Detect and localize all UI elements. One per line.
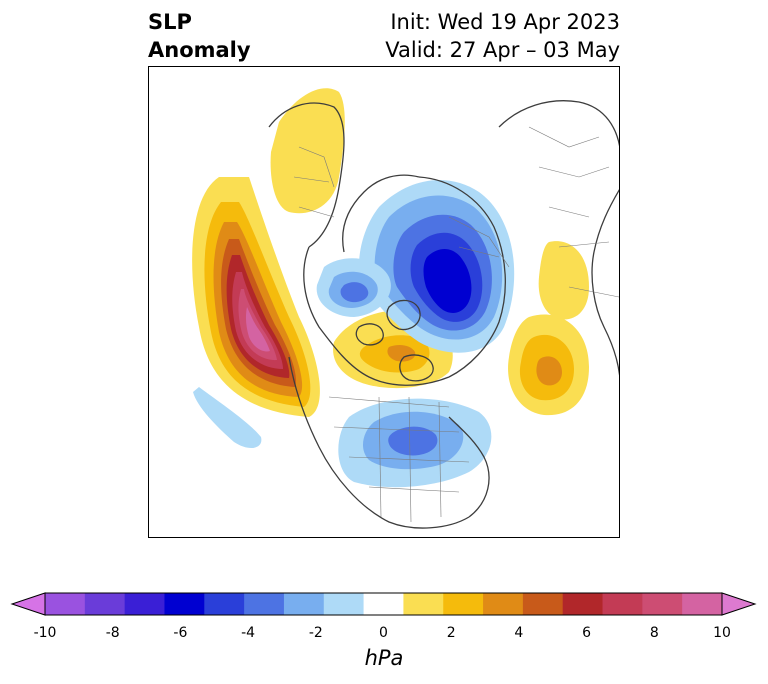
colorbar-segment bbox=[45, 593, 86, 615]
title-variable: SLP bbox=[148, 10, 192, 34]
colorbar-segment bbox=[204, 593, 245, 615]
colorbar-segment bbox=[323, 593, 365, 615]
anomaly-high-central-asia bbox=[508, 241, 589, 416]
colorbar-extend-max bbox=[721, 592, 757, 616]
init-date: Init: Wed 19 Apr 2023 bbox=[390, 10, 620, 34]
colorbar-tick-label: -10 bbox=[33, 625, 57, 641]
colorbar-segment bbox=[403, 593, 444, 615]
map-title: SLP Anomaly bbox=[148, 8, 251, 64]
colorbar-segment bbox=[124, 593, 165, 615]
colorbar-segment bbox=[562, 593, 604, 615]
colorbar-segment bbox=[602, 593, 643, 615]
borders bbox=[293, 126, 619, 523]
colorbar-tick-label: -4 bbox=[241, 625, 256, 641]
colorbar-segment bbox=[522, 593, 564, 615]
anomaly-high-ne-pacific bbox=[192, 177, 320, 417]
colorbar-segment bbox=[244, 593, 285, 615]
colorbar-segment bbox=[84, 593, 126, 615]
anomaly-map bbox=[192, 88, 619, 529]
colorbar-segment bbox=[682, 593, 723, 615]
valid-range: Valid: 27 Apr – 03 May bbox=[385, 38, 620, 62]
colorbar-segments bbox=[10, 592, 757, 616]
colorbar-tick-label: -6 bbox=[173, 625, 188, 641]
anomaly-low-eastern-na bbox=[338, 398, 492, 488]
anomaly-low-greenland-sea bbox=[316, 258, 391, 317]
colorbar-segment bbox=[642, 593, 683, 615]
colorbar-tick-label: 0 bbox=[379, 625, 388, 641]
colorbar-tick-label: 6 bbox=[582, 625, 592, 641]
colorbar-tick-label: -8 bbox=[105, 625, 120, 641]
colorbar bbox=[10, 592, 757, 616]
colorbar-tick-label: 4 bbox=[514, 625, 524, 641]
coastlines bbox=[268, 100, 619, 529]
colorbar-tick-label: 2 bbox=[446, 625, 456, 641]
colorbar-segment bbox=[443, 593, 484, 615]
colorbar-units: hPa bbox=[364, 646, 404, 670]
anomaly-low-siberia bbox=[359, 180, 515, 353]
colorbar-tick-label: 8 bbox=[649, 625, 659, 641]
colorbar-tick-label: -2 bbox=[308, 625, 323, 641]
title-variable-line2: Anomaly bbox=[148, 38, 251, 62]
map-panel bbox=[148, 66, 620, 538]
colorbar-tick-label: 10 bbox=[713, 625, 731, 641]
map-dates: Init: Wed 19 Apr 2023 Valid: 27 Apr – 03… bbox=[385, 8, 620, 64]
colorbar-segment bbox=[483, 593, 524, 615]
colorbar-extend-min bbox=[10, 592, 46, 616]
colorbar-segment bbox=[363, 593, 404, 615]
colorbar-segment bbox=[164, 593, 205, 615]
anomaly-low-central-pacific bbox=[193, 387, 262, 449]
colorbar-segment bbox=[283, 593, 325, 615]
